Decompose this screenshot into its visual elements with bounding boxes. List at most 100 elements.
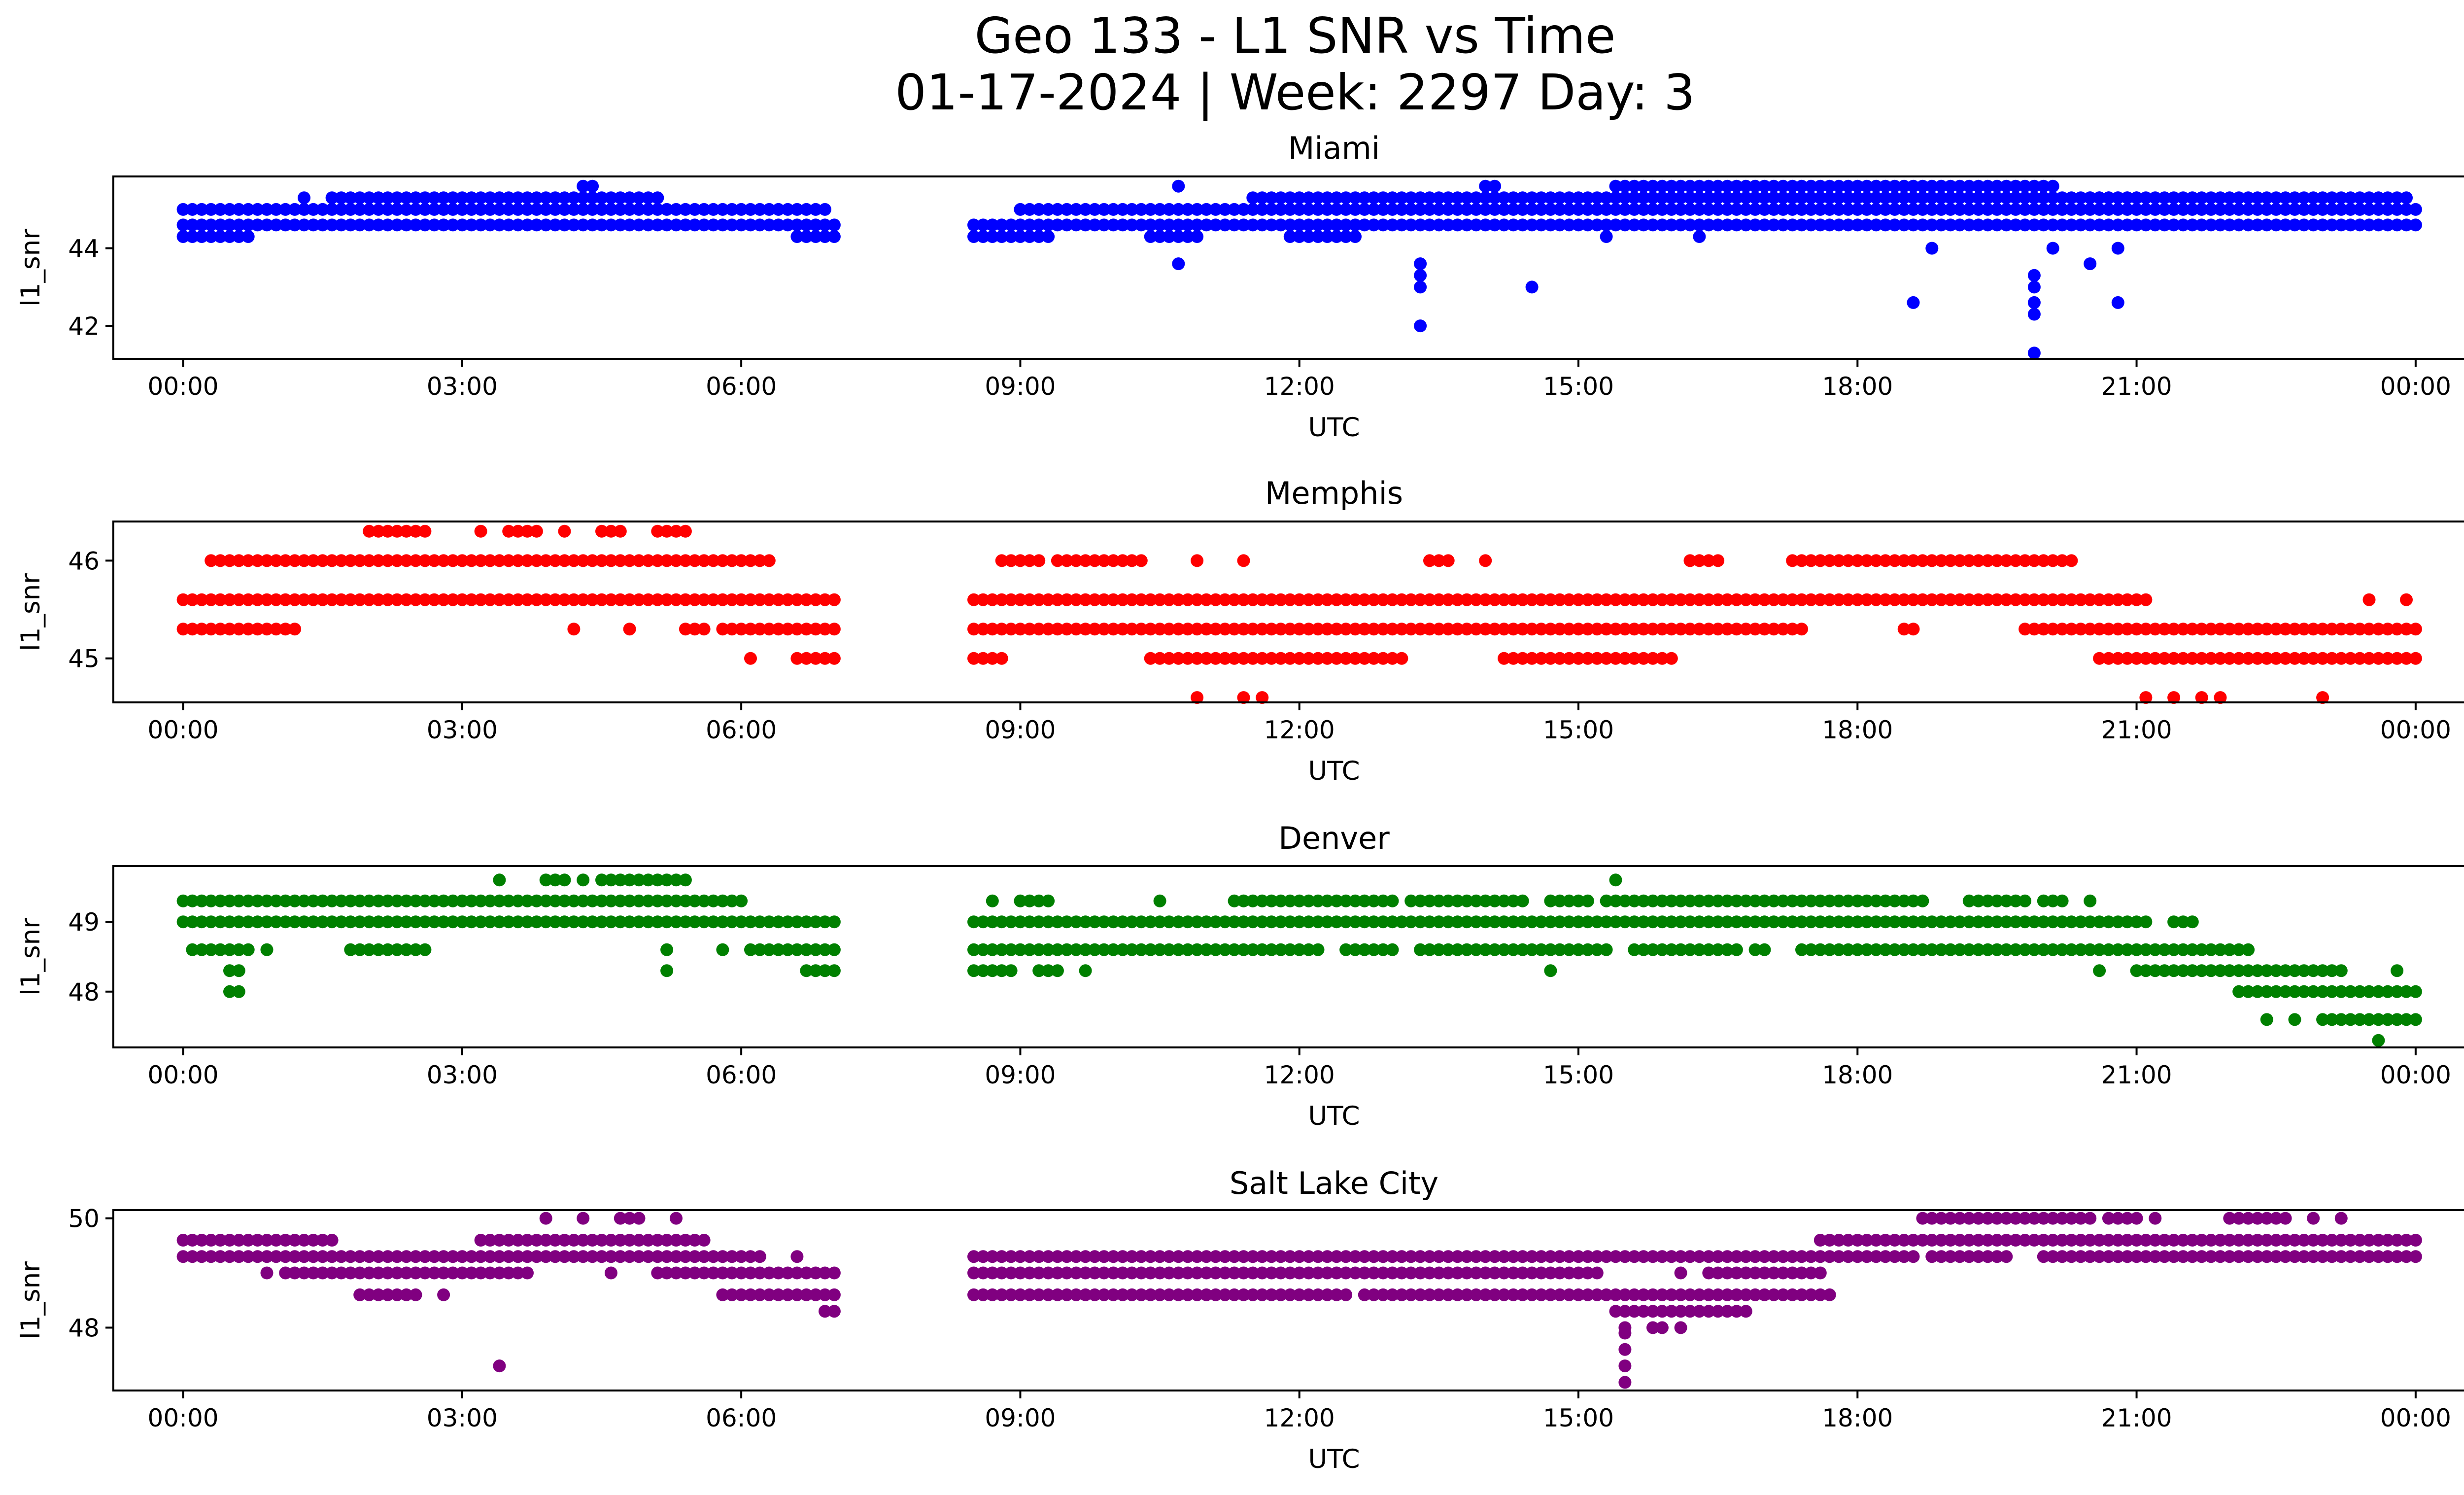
data-point [2260,203,2273,216]
data-point [437,1250,450,1263]
data-point [2372,1234,2385,1247]
data-point [1404,1250,1418,1263]
data-point [2400,652,2413,665]
data-point [735,623,748,636]
data-point [502,218,515,232]
data-point [1767,1266,1780,1280]
data-point [186,1234,199,1247]
data-point [1777,218,1790,232]
data-point [1256,691,1269,704]
data-point [1293,218,1306,232]
data-point [1572,218,1585,232]
data-point [288,623,302,636]
data-point [716,894,729,907]
data-point [1163,652,1176,665]
x-tick-label: 12:00 [1264,1061,1335,1089]
data-point [2055,623,2069,636]
data-point [260,1234,274,1247]
data-point [1358,203,1371,216]
data-point [2297,191,2311,205]
data-point [1786,191,1799,205]
data-point [1376,623,1390,636]
data-point [1646,218,1659,232]
data-point [1832,554,1846,567]
data-point [1367,1266,1380,1280]
data-point [1134,203,1148,216]
data-point [214,218,227,232]
data-point [2111,242,2124,255]
data-point [176,593,190,606]
data-point [1702,203,1715,216]
data-point [614,873,627,887]
data-point [2242,203,2255,216]
data-point [1748,203,1762,216]
data-point [1274,218,1287,232]
data-point [1572,203,1585,216]
data-point [2242,964,2255,977]
data-point [1748,1266,1762,1280]
data-point [1470,593,1483,606]
data-point [1693,943,1706,956]
data-point [1525,623,1539,636]
data-point [1506,915,1520,929]
data-point [1414,1250,1427,1263]
data-point [642,203,655,216]
data-point [1051,554,1064,567]
data-point [428,915,441,929]
data-point [679,894,692,907]
data-point [679,218,692,232]
data-point [521,894,534,907]
data-point [670,894,683,907]
data-point [2084,894,2097,907]
data-point [381,894,394,907]
data-point [2223,652,2236,665]
data-point [1395,623,1408,636]
data-point [363,524,376,538]
data-point [1581,203,1594,216]
data-point [1060,218,1073,232]
data-point [1925,593,1939,606]
data-point [1842,554,1855,567]
data-point [1181,1266,1195,1280]
data-point [2223,191,2236,205]
data-point [521,218,534,232]
data-point [1237,652,1250,665]
data-point [744,554,757,567]
data-point [1711,179,1725,193]
data-point [976,1288,990,1301]
data-point [2009,593,2022,606]
x-tick-label: 15:00 [1543,1061,1614,1089]
data-point [800,203,813,216]
data-point [493,1359,506,1373]
data-point [1748,894,1762,907]
data-point [577,593,590,606]
data-point [781,943,794,956]
data-point [809,943,822,956]
data-point [1758,179,1771,193]
data-point [1423,623,1436,636]
x-tick-label: 03:00 [427,1061,498,1089]
data-point [809,964,822,977]
data-point [725,554,739,567]
data-point [697,623,711,636]
data-point [1004,554,1018,567]
data-point [2372,623,2385,636]
data-point [1553,191,1567,205]
data-point [2158,203,2171,216]
data-point [214,554,227,567]
data-point [2027,296,2041,309]
data-point [2027,1234,2041,1247]
data-point [1339,915,1353,929]
data-point [1311,915,1325,929]
data-point [1990,1234,2004,1247]
data-point [437,915,450,929]
y-tick-label: 45 [68,645,100,673]
data-point [995,1250,1008,1263]
data-point [586,191,599,205]
data-point [558,554,571,567]
data-point [1702,554,1715,567]
data-point [363,894,376,907]
data-point [1618,1305,1632,1318]
data-point [2149,652,2162,665]
data-point [2121,1212,2134,1225]
